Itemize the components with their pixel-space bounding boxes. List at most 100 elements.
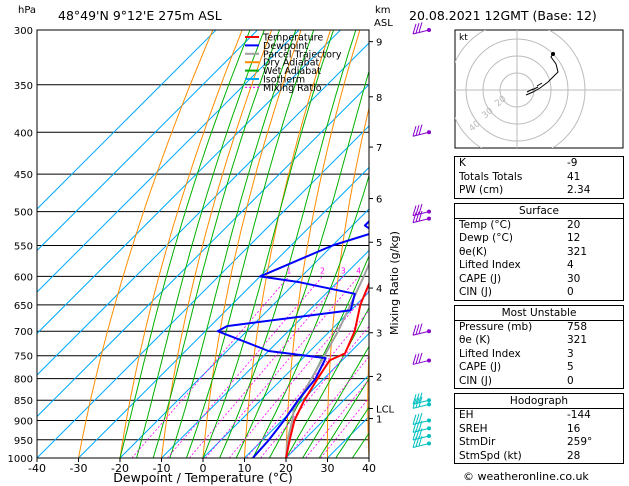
wind-barb-dot bbox=[427, 426, 431, 431]
wind-barb-flag bbox=[418, 428, 423, 439]
km-tick-label: 6 bbox=[376, 195, 382, 206]
wind-barb-flag bbox=[418, 323, 423, 334]
surface-label: CIN (J) bbox=[459, 286, 492, 298]
legend-label: Parcel Trajectory bbox=[263, 49, 342, 60]
wind-barb-flag bbox=[412, 429, 417, 441]
hodograph-table: Hodograph EH -144 SREH 16 StmDir 259° StmSp… bbox=[454, 393, 624, 464]
wind-barb bbox=[412, 403, 430, 409]
y-unit-label: hPa bbox=[18, 5, 36, 16]
mu-value: 758 bbox=[567, 320, 588, 333]
wind-barb-flag bbox=[415, 324, 420, 335]
surface-value: 321 bbox=[567, 245, 588, 258]
legend-label: Dewpoint bbox=[263, 41, 308, 52]
mixing-ratio-line bbox=[167, 276, 323, 458]
hodo-value: 259° bbox=[567, 436, 593, 448]
pressure-tick-label: 500 bbox=[14, 208, 33, 219]
hodo-value: -144 bbox=[567, 409, 591, 421]
wind-barb-flag bbox=[418, 412, 423, 424]
hodo-value: 28 bbox=[567, 449, 581, 462]
isotherm bbox=[37, 30, 300, 293]
pressure-tick-label: 800 bbox=[14, 375, 33, 386]
wind-barb-flag bbox=[415, 429, 420, 440]
wind-barb-flag bbox=[415, 211, 420, 222]
wet-adiabat bbox=[185, 30, 315, 458]
km-tick-label: 1 bbox=[376, 415, 382, 426]
km-tick-label: 4 bbox=[376, 284, 382, 295]
km-tick-label: 3 bbox=[376, 329, 382, 340]
mu-label: Lifted Index bbox=[459, 347, 521, 360]
dry-adiabat bbox=[326, 106, 369, 458]
legend-label: Dry Adiabat bbox=[263, 58, 320, 69]
km-tick-label: 2 bbox=[376, 372, 382, 383]
dry-adiabat bbox=[367, 338, 369, 458]
wet-adiabat bbox=[152, 30, 280, 458]
km-tick-label: LCL bbox=[376, 404, 395, 415]
isotherm bbox=[285, 374, 369, 458]
x-tick-label: 40 bbox=[362, 462, 376, 475]
hodograph: kt 40 30 20 bbox=[454, 29, 624, 149]
isotherm bbox=[161, 249, 369, 458]
index-label: Totals Totals bbox=[459, 170, 523, 183]
pressure-tick-label: 450 bbox=[14, 170, 33, 181]
surface-label: θe(K) bbox=[459, 245, 487, 258]
pressure-tick-label: 700 bbox=[14, 327, 33, 338]
index-label: PW (cm) bbox=[459, 184, 504, 196]
hodograph-trace bbox=[525, 51, 559, 96]
wet-adiabat bbox=[202, 30, 334, 458]
wind-barb-flag bbox=[415, 436, 420, 447]
pressure-tick-label: 950 bbox=[14, 436, 33, 447]
wind-barb-flag bbox=[415, 393, 420, 404]
dry-adiabat bbox=[202, 30, 302, 458]
legend-label: Isotherm bbox=[263, 75, 305, 86]
index-value: 2.34 bbox=[567, 184, 591, 196]
isotherm bbox=[37, 30, 341, 335]
surface-value: 30 bbox=[567, 272, 581, 285]
wind-barb-flag bbox=[415, 23, 420, 34]
wet-adiabat bbox=[235, 69, 369, 458]
wind-barb-flag bbox=[418, 396, 423, 407]
wind-barb-dot bbox=[427, 329, 431, 334]
wind-barb-flag bbox=[412, 354, 417, 365]
wet-adiabat bbox=[136, 30, 265, 458]
mixing-ratio-line bbox=[131, 276, 290, 458]
wet-adiabat bbox=[302, 345, 369, 458]
isotherm bbox=[202, 291, 369, 458]
wind-barb-dot bbox=[427, 130, 431, 135]
hodo-label: StmDir bbox=[459, 436, 496, 448]
mu-value: 5 bbox=[567, 361, 574, 373]
dry-adiabat bbox=[161, 30, 273, 458]
wet-adiabat bbox=[335, 406, 369, 458]
wind-barb-dot bbox=[427, 434, 431, 439]
wind-barb-flag bbox=[415, 204, 420, 215]
wet-adiabat bbox=[169, 30, 297, 458]
index-row-k: K -9 bbox=[455, 157, 623, 171]
indices-table: K -9 Totals Totals 41 PW (cm) 2.34 bbox=[454, 156, 624, 199]
wind-barb bbox=[412, 399, 430, 405]
surface-label: CAPE (J) bbox=[459, 272, 502, 285]
mixing-ratio-label: 2 bbox=[320, 266, 325, 275]
mu-label: θe (K) bbox=[459, 334, 491, 346]
wind-barb-dot bbox=[427, 418, 431, 423]
wind-barb-flag bbox=[418, 352, 423, 363]
pressure-tick-label: 400 bbox=[14, 128, 33, 139]
wind-barb-flag bbox=[415, 397, 420, 408]
wind-barb-dot bbox=[427, 28, 431, 32]
mixing-ratio-label: 15 bbox=[430, 266, 440, 275]
wind-barb bbox=[412, 330, 430, 336]
hodograph-unit-label: kt bbox=[459, 33, 468, 43]
hodo-label: SREH bbox=[459, 422, 488, 435]
hodograph-table-title: Hodograph bbox=[509, 395, 569, 407]
mu-label: CIN (J) bbox=[459, 374, 492, 387]
km-tick-label: 8 bbox=[376, 93, 382, 104]
index-row-totals: Totals Totals 41 bbox=[455, 171, 623, 185]
index-value: 41 bbox=[567, 170, 581, 183]
wet-adiabat bbox=[219, 30, 357, 458]
km-tick-label: 9 bbox=[376, 38, 382, 49]
x-tick-label: -40 bbox=[28, 462, 46, 475]
isotherm bbox=[78, 166, 369, 458]
isotherm bbox=[37, 30, 258, 252]
mu-value: 3 bbox=[567, 347, 574, 360]
pressure-tick-label: 350 bbox=[14, 81, 33, 92]
wet-adiabat bbox=[318, 377, 369, 458]
